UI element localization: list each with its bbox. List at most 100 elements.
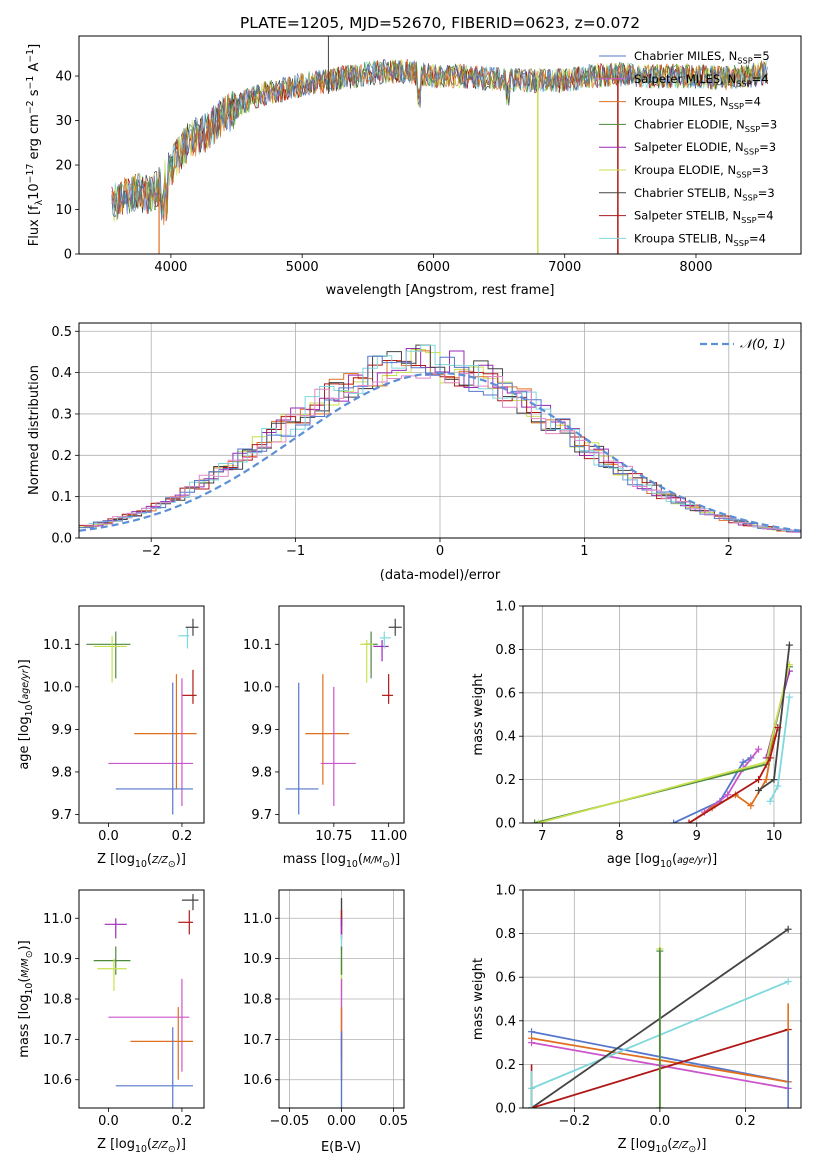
x-tick-label: 10 (766, 829, 783, 844)
axes-frame (278, 605, 405, 824)
y-tick-label: 10.9 (243, 952, 272, 967)
y-tick-label: 0.0 (495, 1102, 516, 1117)
x-tick-label: 0.2 (735, 1114, 756, 1129)
x-tick-label: 6000 (417, 260, 450, 275)
axes-frame (78, 889, 205, 1109)
y-tick-label: 9.9 (251, 723, 272, 738)
y-tick-label: 0.5 (51, 325, 72, 340)
legend-entry: Chabrier MILES, NSSP=5 (634, 49, 770, 65)
x-tick-label: 9 (693, 829, 701, 844)
y-tick-label: 30 (55, 114, 72, 129)
x-tick-label: 0.0 (98, 829, 119, 844)
x-axis-label: wavelength [Angstrom, rest frame] (326, 283, 555, 298)
axes-frame (522, 605, 802, 824)
x-tick-label: 11.00 (370, 829, 407, 844)
x-axis-label: age [log10(age/yr)] (607, 852, 717, 870)
histogram-step (79, 355, 801, 533)
x-tick-label: 7 (538, 829, 546, 844)
x-axis-label: E(B-V) (321, 1140, 361, 1155)
legend-entry: Salpeter MILES, NSSP=4 (634, 72, 769, 88)
x-axis-label: (data-model)/error (380, 568, 501, 583)
legend-entry: Kroupa STELIB, NSSP=4 (634, 231, 766, 247)
y-tick-label: 0.1 (51, 490, 72, 505)
y-axis-label: Flux [fλ10−17 erg cm−2 s−1 A−1] (25, 44, 45, 246)
legend-entry: Kroupa ELODIE, NSSP=3 (634, 163, 769, 179)
axes-frame (78, 322, 802, 539)
legend-entry: Salpeter ELODIE, NSSP=3 (634, 140, 776, 156)
y-axis-label: mass [log10(M/M⊙)] (17, 940, 35, 1057)
x-axis-label: Z [log10(Z/Z⊙)] (97, 852, 186, 870)
plot-area (528, 925, 792, 1108)
x-axis-label: Z [log10(Z/Z⊙)] (618, 1137, 707, 1155)
y-tick-label: 10.8 (43, 993, 72, 1008)
x-tick-label: 0 (436, 544, 444, 559)
histogram-step (79, 359, 801, 533)
x-axis-label: mass [log10(M/M⊙)] (283, 852, 400, 870)
plot-area (111, 36, 768, 254)
weight-line (534, 666, 791, 823)
legend-entry: Chabrier STELIB, NSSP=3 (634, 186, 775, 202)
y-tick-label: 0.6 (495, 971, 516, 986)
axes-weight-vs-Z: −0.2 0.0 0.2 0.0 0.2 0.4 0.6 0.8 1.0 Z [log10(Z/Z… (471, 884, 802, 1155)
y-axis-label: Normed distribution (27, 365, 42, 495)
x-tick-label: 0.2 (172, 829, 193, 844)
x-tick-label: 0.2 (172, 1114, 193, 1129)
axes-weight-vs-age: 7 8 9 10 0.0 0.2 0.4 0.6 0.8 1.0 age [log10(age/yr… (471, 600, 802, 870)
y-tick-label: 10.6 (243, 1073, 272, 1088)
plot-area (79, 344, 801, 534)
y-tick-label: 0 (64, 248, 72, 263)
axes-residuals: −2 −1 0 1 2 0.0 0.1 0.2 0.3 0.4 0.5 (data-model)/er… (27, 322, 802, 583)
y-tick-label: 10 (55, 203, 72, 218)
axes-frame (78, 35, 802, 255)
y-tick-label: 0.6 (495, 686, 516, 701)
x-tick-label: 0.05 (379, 1114, 408, 1129)
x-tick-label: 4000 (154, 260, 187, 275)
legend-entry: 𝒩(0, 1) (740, 336, 786, 351)
plot-area (285, 618, 402, 815)
y-tick-label: 0.8 (495, 927, 516, 942)
histogram-step (83, 373, 801, 533)
y-tick-label: 10.6 (43, 1073, 72, 1088)
axes-age-vs-Z: 0.0 0.2 9.7 9.8 9.9 10.0 10.1 Z [log10(Z/Z⊙)] ag… (17, 605, 205, 870)
axes-spectrum: 4000 5000 6000 7000 8000 0 10 20 30 40 PLATE=1205,… (25, 14, 802, 298)
y-tick-label: 0.4 (495, 730, 516, 745)
y-tick-label: 10.7 (243, 1033, 272, 1048)
y-tick-label: 0.4 (495, 1014, 516, 1029)
y-tick-label: 9.7 (51, 808, 72, 823)
x-axis-label: Z [log10(Z/Z⊙)] (97, 1137, 186, 1155)
y-tick-label: 11.0 (243, 912, 272, 927)
weight-line (673, 757, 752, 823)
y-axis-label: mass weight (471, 673, 486, 755)
y-tick-label: 10.1 (243, 638, 272, 653)
x-tick-label: 0.00 (327, 1114, 356, 1129)
x-tick-label: 1 (580, 544, 588, 559)
y-tick-label: 0.0 (495, 817, 516, 832)
y-tick-label: 10.0 (43, 680, 72, 695)
axes-age-vs-mass: 10.75 11.00 9.7 9.8 9.9 10.0 10.1 mass [log10(M… (243, 605, 407, 870)
y-tick-label: 0.3 (51, 407, 72, 422)
x-tick-label: −0.05 (269, 1114, 309, 1129)
y-tick-label: 0.4 (51, 366, 72, 381)
y-tick-label: 20 (55, 159, 72, 174)
legend-entry: Kroupa MILES, NSSP=4 (634, 95, 761, 111)
y-tick-label: 0.2 (495, 773, 516, 788)
gaussian-curve (79, 371, 801, 532)
y-tick-label: 9.8 (251, 765, 272, 780)
y-tick-label: 9.7 (251, 808, 272, 823)
chart-title: PLATE=1205, MJD=52670, FIBERID=0623, z=0… (240, 14, 640, 32)
x-tick-label: −1 (286, 544, 305, 559)
y-tick-label: 10.1 (43, 638, 72, 653)
y-tick-label: 10.0 (243, 680, 272, 695)
plot-area (86, 618, 199, 815)
weight-line (703, 748, 760, 813)
plot-area (531, 641, 793, 823)
x-tick-label: 10.75 (315, 829, 352, 844)
spectrum-chabrier-miles (111, 58, 768, 221)
y-tick-label: 11.0 (43, 912, 72, 927)
y-tick-label: 9.8 (51, 765, 72, 780)
axes-frame (78, 605, 205, 824)
y-axis-label: age [log10(age/yr)] (17, 659, 35, 769)
axes-frame (522, 889, 802, 1109)
x-tick-label: 0.0 (98, 1114, 119, 1129)
